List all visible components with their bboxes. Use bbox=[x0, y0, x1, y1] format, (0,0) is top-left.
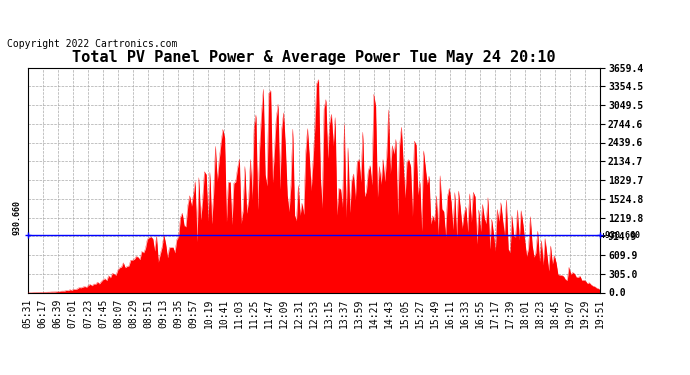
Title: Total PV Panel Power & Average Power Tue May 24 20:10: Total PV Panel Power & Average Power Tue… bbox=[72, 50, 555, 65]
Text: Copyright 2022 Cartronics.com: Copyright 2022 Cartronics.com bbox=[7, 39, 177, 50]
Text: 930.660: 930.660 bbox=[13, 200, 22, 235]
Text: +930.660: +930.660 bbox=[601, 231, 641, 240]
